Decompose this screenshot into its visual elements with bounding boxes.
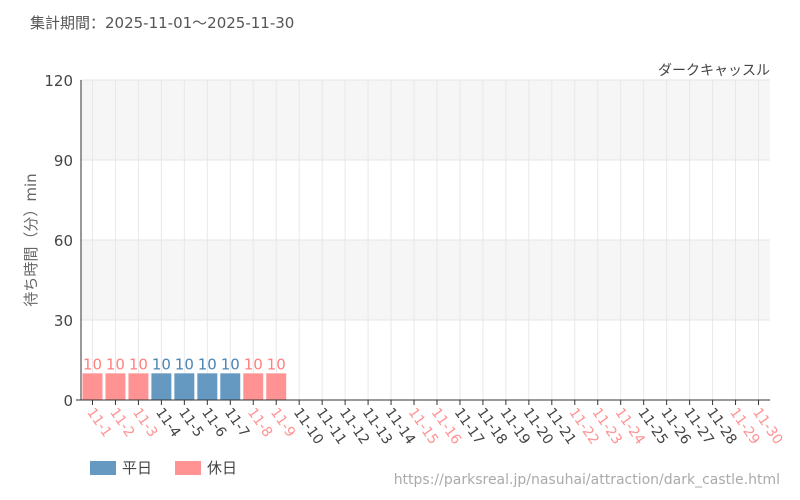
data-label: 10 [175, 355, 194, 373]
bar [151, 373, 172, 400]
bar [266, 373, 287, 400]
bar [220, 373, 241, 400]
grid-band [81, 240, 770, 320]
x-tick-label: 11-6 [198, 405, 229, 440]
bar [82, 373, 103, 400]
data-label: 10 [152, 355, 171, 373]
x-tick-label: 11-4 [152, 405, 183, 440]
x-tick-label: 11-5 [175, 405, 206, 440]
y-tick-label: 90 [54, 152, 73, 170]
y-tick-label: 120 [44, 72, 73, 90]
bar [197, 373, 218, 400]
legend-holiday[interactable]: 休日 [175, 457, 237, 478]
bar [105, 373, 126, 400]
legend-weekday-swatch [90, 460, 116, 475]
y-tick-label: 30 [54, 312, 73, 330]
data-label: 10 [221, 355, 240, 373]
legend-holiday-swatch [175, 460, 201, 475]
data-label: 10 [244, 355, 263, 373]
x-tick-label: 11-9 [267, 405, 298, 440]
x-tick-label: 11-3 [129, 405, 160, 440]
y-axis-label: 待ち時間（分）min [22, 173, 40, 306]
x-tick-label: 11-1 [83, 405, 114, 440]
x-tick-label: 11-8 [244, 405, 275, 440]
legend-weekday-label: 平日 [122, 459, 153, 477]
data-label: 10 [129, 355, 148, 373]
data-label: 10 [106, 355, 125, 373]
x-tick-label: 11-7 [221, 405, 252, 440]
data-label: 10 [198, 355, 217, 373]
legend-holiday-label: 休日 [207, 459, 238, 477]
chart-title: ダークキャッスル [658, 63, 770, 79]
period-label: 集計期間：2025-11-01〜2025-11-30 [30, 14, 295, 32]
bar [243, 373, 264, 400]
x-tick-label: 11-2 [106, 405, 137, 440]
y-tick-label: 0 [63, 392, 73, 410]
bar [128, 373, 149, 400]
y-tick-label: 60 [54, 232, 73, 250]
data-label: 10 [83, 355, 102, 373]
legend-weekday[interactable]: 平日 [90, 457, 152, 478]
data-label: 10 [267, 355, 286, 373]
grid-band [81, 80, 770, 160]
bar [174, 373, 195, 400]
source-url: https://parksreal.jp/nasuhai/attraction/… [393, 472, 780, 488]
